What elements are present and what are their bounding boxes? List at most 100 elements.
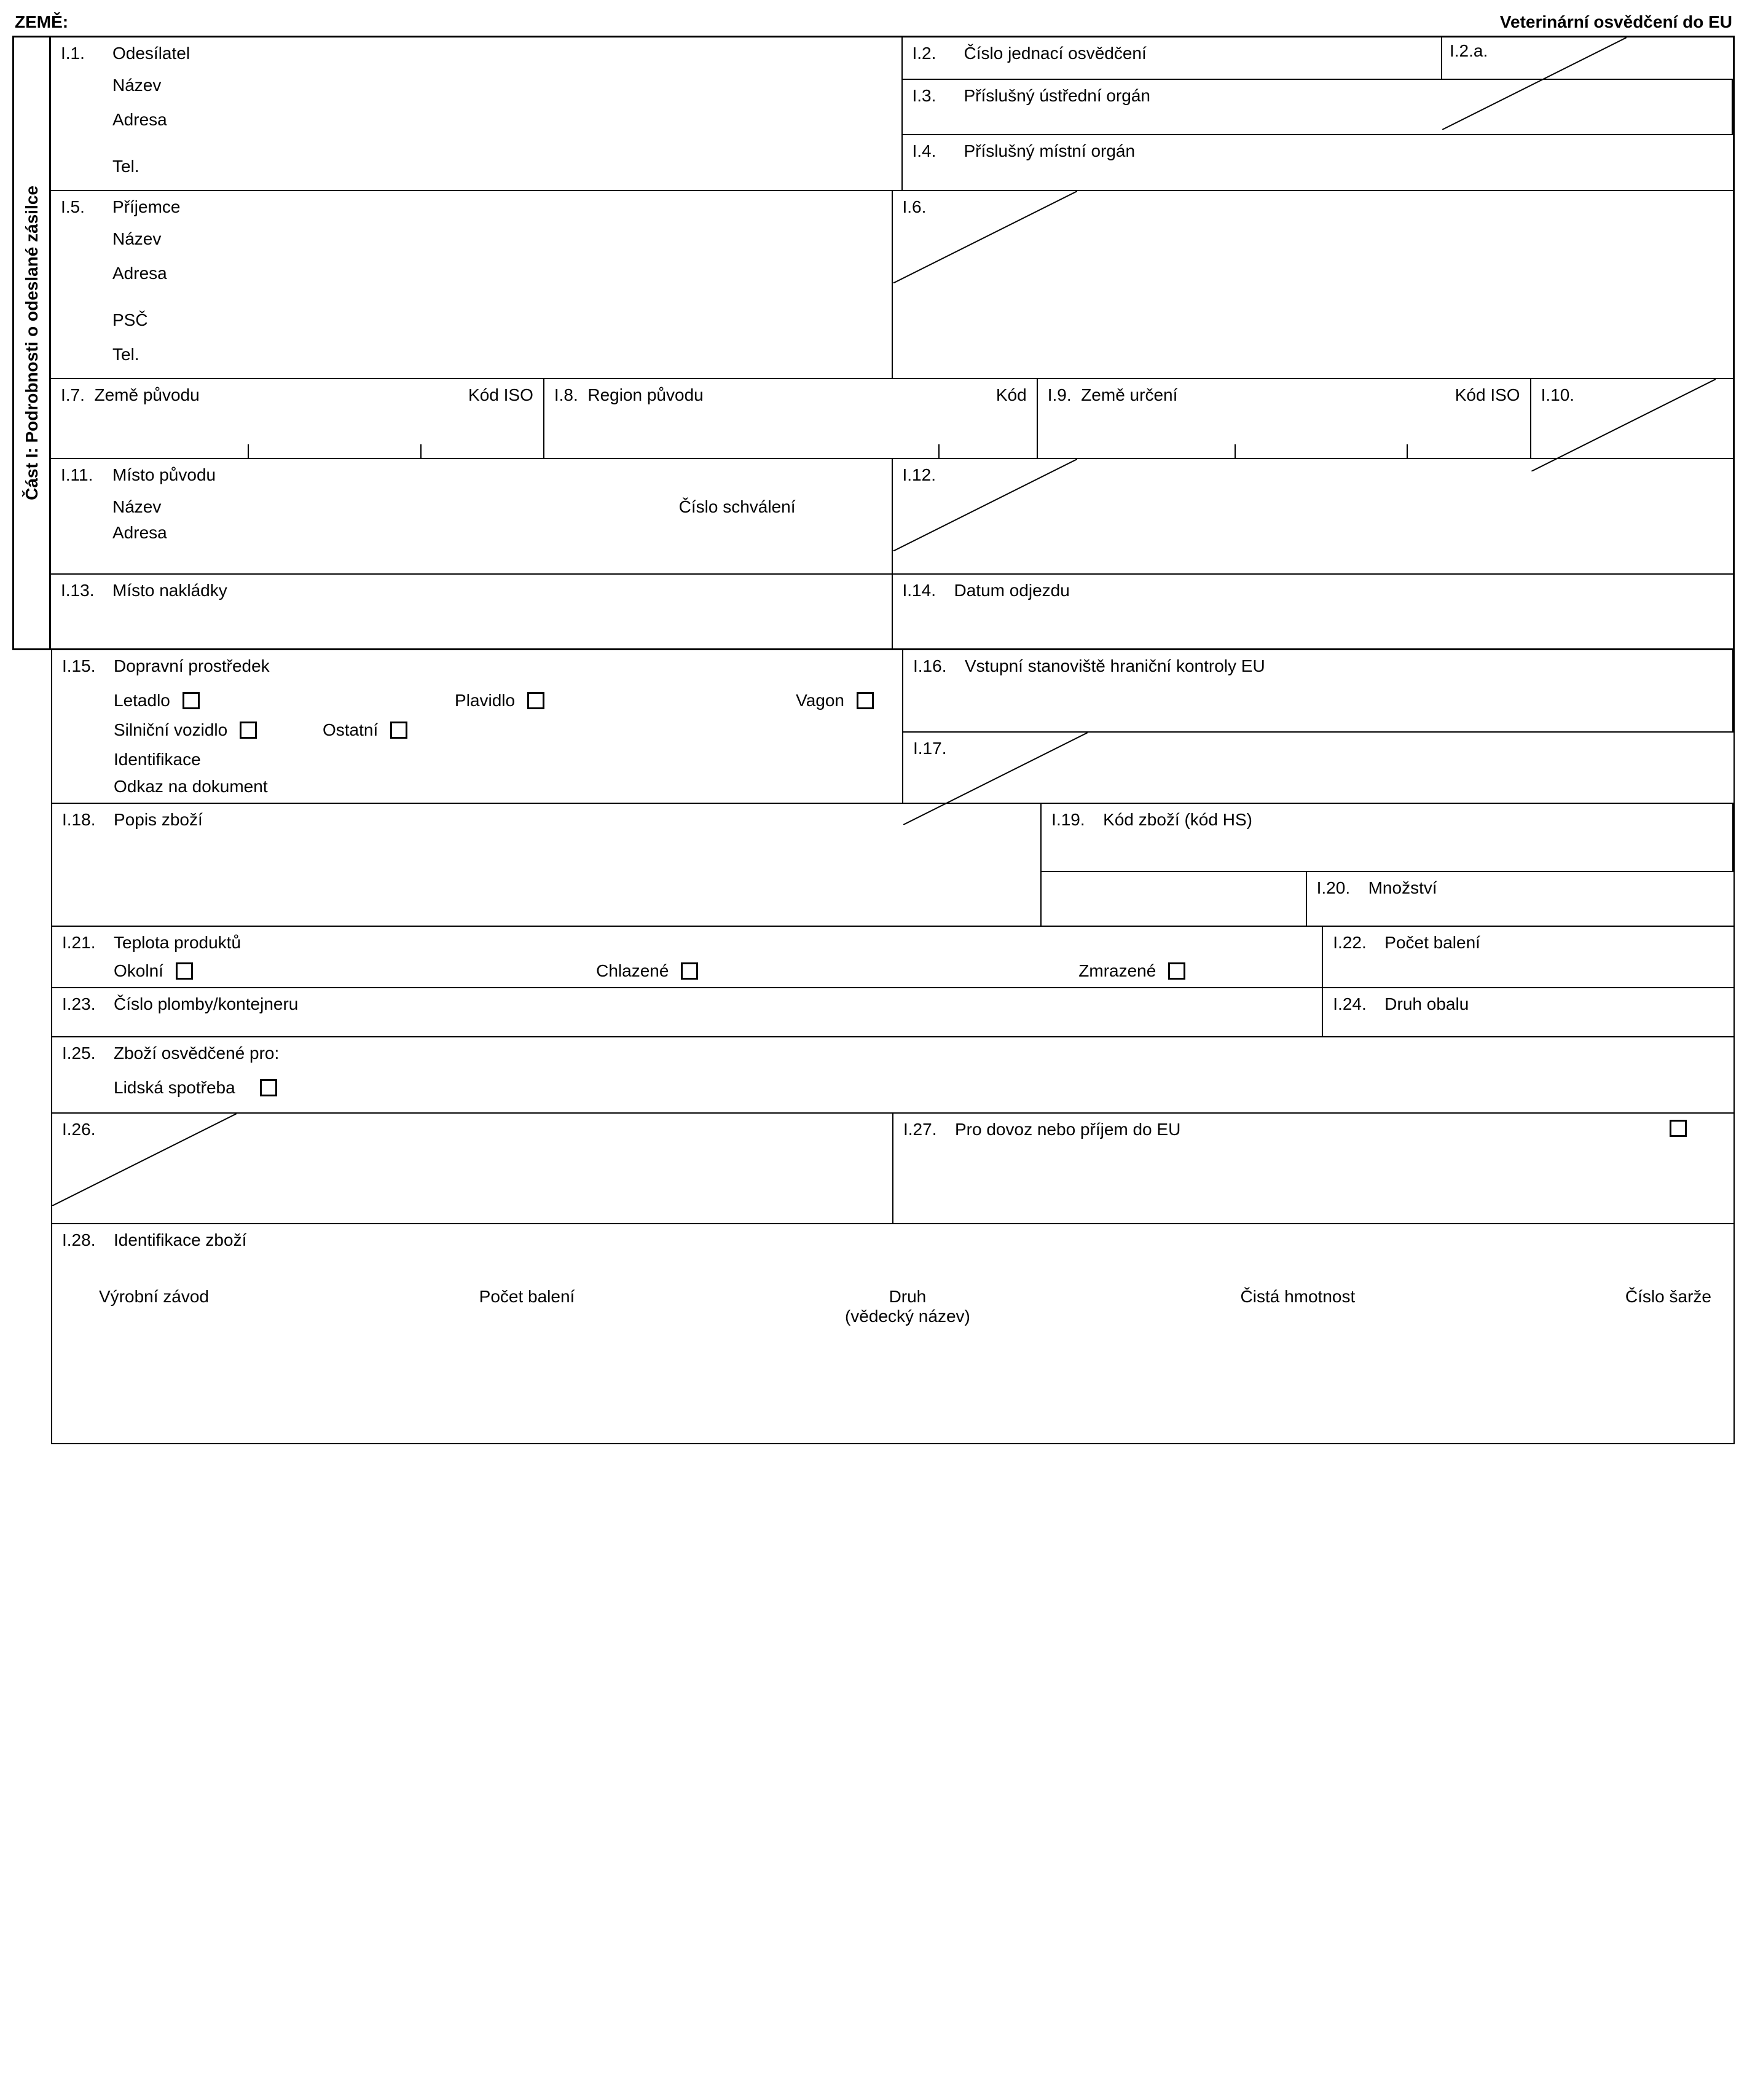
box-i10: I.10.	[1531, 379, 1733, 459]
i5-title: Příjemce	[112, 197, 180, 217]
checkbox-icon[interactable]	[1670, 1120, 1687, 1137]
i3-num: I.3.	[913, 86, 956, 106]
i3-title: Příslušný ústřední orgán	[964, 86, 1151, 106]
i5-num: I.5.	[61, 197, 104, 217]
col-batch: Číslo šarže	[1625, 1287, 1711, 1326]
i7-title: Země původu	[94, 385, 199, 404]
i9-title: Země určení	[1081, 385, 1177, 404]
box-i20: I.20. Množství	[1307, 872, 1733, 927]
i1-tel: Tel.	[112, 149, 892, 184]
opt-ship[interactable]: Plavidlo	[455, 691, 614, 710]
form-content: I.1. Odesílatel Název Adresa Tel. I.2. Č…	[51, 37, 1733, 648]
checkbox-icon	[240, 722, 257, 739]
i8-num: I.8.	[554, 385, 578, 404]
box-i17: I.17.	[903, 733, 1733, 804]
i6-num: I.6.	[903, 197, 927, 216]
i10-num: I.10.	[1541, 385, 1574, 404]
i18-title: Popis zboží	[114, 810, 203, 830]
i5-addr: Adresa	[112, 256, 882, 291]
i13-num: I.13.	[61, 581, 104, 600]
i2-num: I.2.	[913, 44, 956, 63]
form-part-1-cont: I.15. Dopravní prostředek Letadlo Plavid…	[51, 650, 1735, 1444]
i15-num: I.15.	[62, 656, 105, 676]
i17-num: I.17.	[913, 739, 946, 758]
i23-title: Číslo plomby/kontejneru	[114, 994, 298, 1014]
box-i23: I.23. Číslo plomby/kontejneru	[52, 988, 1323, 1037]
sidebar-title: Část I: Podrobnosti o odeslané zásilce	[22, 186, 42, 500]
header-country-label: ZEMĚ:	[15, 12, 68, 32]
i21-title: Teplota produktů	[114, 933, 241, 953]
i23-num: I.23.	[62, 994, 105, 1014]
opt-human-consumption[interactable]: Lidská spotřeba	[114, 1078, 277, 1098]
i28-title: Identifikace zboží	[114, 1230, 246, 1250]
i15-ident: Identifikace	[114, 750, 892, 769]
opt-chilled[interactable]: Chlazené	[596, 961, 756, 981]
opt-frozen[interactable]: Zmrazené	[1078, 961, 1238, 981]
i19-num: I.19.	[1051, 810, 1094, 830]
box-i12: I.12.	[893, 459, 1733, 575]
i9-iso: Kód ISO	[1455, 385, 1520, 405]
col-plant: Výrobní závod	[99, 1287, 209, 1326]
tick-mark	[1235, 444, 1236, 458]
i4-num: I.4.	[913, 141, 956, 161]
opt-wagon[interactable]: Vagon	[796, 691, 874, 710]
tick-mark	[248, 444, 249, 458]
i5-name: Název	[112, 222, 882, 256]
col-netweight: Čistá hmotnost	[1241, 1287, 1356, 1326]
i19-title: Kód zboží (kód HS)	[1103, 810, 1252, 830]
box-i28: I.28. Identifikace zboží Výrobní závod P…	[52, 1224, 1733, 1443]
box-i4: I.4. Příslušný místní orgán	[903, 135, 1733, 191]
i14-title: Datum odjezdu	[954, 581, 1070, 600]
box-i14: I.14. Datum odjezdu	[893, 575, 1733, 648]
i27-num: I.27.	[903, 1120, 946, 1139]
opt-ambient[interactable]: Okolní	[114, 961, 273, 981]
box-i9: I.9. Země určení Kód ISO	[1038, 379, 1531, 459]
tick-mark	[938, 444, 940, 458]
i11-name: Název	[112, 497, 161, 517]
i16-num: I.16.	[913, 656, 956, 676]
checkbox-icon	[390, 722, 407, 739]
box-i6: I.6.	[893, 191, 1733, 379]
i15-docref: Odkaz na dokument	[114, 777, 892, 796]
i14-num: I.14.	[903, 581, 946, 600]
checkbox-icon	[681, 962, 698, 980]
box-i5: I.5. Příjemce Název Adresa PSČ Tel.	[51, 191, 893, 379]
checkbox-icon	[260, 1079, 277, 1096]
i11-approval: Číslo schválení	[679, 497, 796, 517]
checkbox-icon	[527, 692, 544, 709]
i15-title: Dopravní prostředek	[114, 656, 270, 676]
i27-title: Pro dovoz nebo příjem do EU	[955, 1120, 1180, 1139]
header-cert-title: Veterinární osvědčení do EU	[1500, 12, 1732, 32]
i20-num: I.20.	[1317, 878, 1360, 898]
box-i1: I.1. Odesílatel Název Adresa Tel.	[51, 37, 903, 191]
i12-num: I.12.	[903, 465, 936, 484]
box-i3: I.3. Příslušný ústřední orgán	[903, 80, 1733, 136]
opt-other[interactable]: Ostatní	[323, 720, 482, 740]
i18-num: I.18.	[62, 810, 105, 830]
i11-addr: Adresa	[112, 523, 882, 543]
i21-num: I.21.	[62, 933, 105, 953]
i20-title: Množství	[1368, 878, 1437, 898]
box-i8: I.8. Region původu Kód	[544, 379, 1038, 459]
i11-num: I.11.	[61, 465, 104, 485]
checkbox-icon	[857, 692, 874, 709]
box-i25: I.25. Zboží osvědčené pro: Lidská spotře…	[52, 1037, 1733, 1114]
box-i18: I.18. Popis zboží	[52, 804, 1042, 927]
i28-num: I.28.	[62, 1230, 105, 1250]
i4-title: Příslušný místní orgán	[964, 141, 1136, 161]
i1-num: I.1.	[61, 44, 104, 63]
box-i16: I.16. Vstupní stanoviště hraniční kontro…	[903, 650, 1733, 733]
i25-title: Zboží osvědčené pro:	[114, 1044, 279, 1063]
page-header: ZEMĚ: Veterinární osvědčení do EU	[12, 12, 1735, 32]
tick-mark	[1407, 444, 1408, 458]
box-i19-blank	[1042, 872, 1306, 927]
opt-road[interactable]: Silniční vozidlo	[114, 720, 273, 740]
checkbox-icon	[1168, 962, 1185, 980]
i26-num: I.26.	[62, 1120, 95, 1139]
i22-num: I.22.	[1333, 933, 1376, 953]
i24-num: I.24.	[1333, 994, 1376, 1014]
form-part-1: Část I: Podrobnosti o odeslané zásilce I…	[12, 36, 1735, 650]
i2a-num: I.2.a.	[1450, 41, 1488, 60]
i9-num: I.9.	[1048, 385, 1072, 404]
opt-airplane[interactable]: Letadlo	[114, 691, 273, 710]
